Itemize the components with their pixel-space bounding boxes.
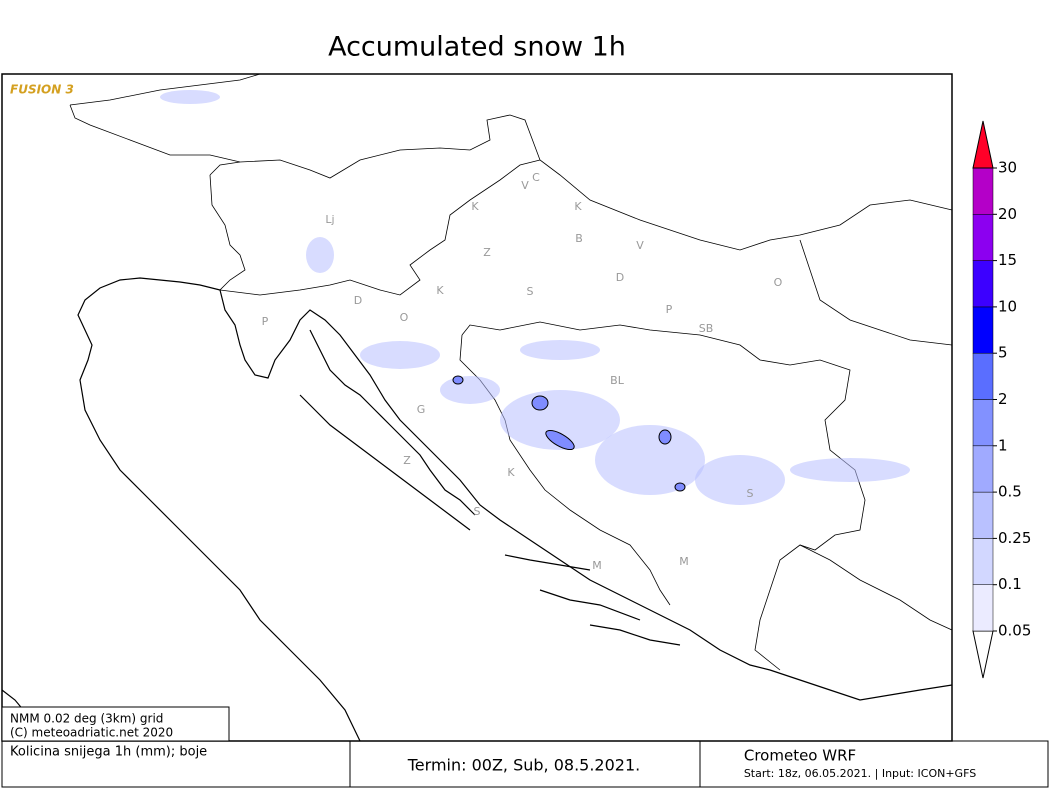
place-label: V xyxy=(636,239,644,252)
colorbar-over xyxy=(972,120,994,169)
place-label: Z xyxy=(403,454,411,467)
place-label: B xyxy=(575,232,583,245)
colorbar-label: 30 xyxy=(998,159,1017,177)
colorbar-label: 15 xyxy=(998,251,1017,269)
place-label: O xyxy=(400,311,409,324)
colorbar-segment xyxy=(972,167,994,215)
place-label: G xyxy=(417,403,426,416)
place-label: BL xyxy=(610,374,625,387)
colorbar-segment xyxy=(972,491,994,539)
run-info: Start: 18z, 06.05.2021. | Input: ICON+GF… xyxy=(744,767,976,780)
place-label: M xyxy=(592,559,602,572)
copyright: (C) meteoadriatic.net 2020 xyxy=(10,726,173,740)
place-label: S xyxy=(527,285,534,298)
title: Accumulated snow 1h xyxy=(328,32,626,63)
place-label: K xyxy=(507,466,515,479)
colorbar-segment xyxy=(972,214,994,261)
termin: Termin: 00Z, Sub, 08.5.2021. xyxy=(407,756,640,775)
colorbar-segment xyxy=(972,399,994,447)
colorbar-label: 20 xyxy=(998,205,1017,223)
grid-info: NMM 0.02 deg (3km) grid xyxy=(10,712,163,726)
model: Crometeo WRF xyxy=(744,747,856,765)
map-frame xyxy=(1,73,953,742)
place-label: K xyxy=(471,200,479,213)
colorbar-segment xyxy=(972,306,994,354)
map xyxy=(1,73,953,742)
colorbar-label: 0.1 xyxy=(998,575,1022,593)
colorbar-label: 0.5 xyxy=(998,483,1022,501)
place-label: P xyxy=(666,303,673,316)
place-label: Lj xyxy=(325,213,334,226)
colorbar: 0.05 0.1 0.25 0.5 1 2 5 10 15 20 30 xyxy=(972,120,1031,679)
colorbar-label: 1 xyxy=(998,436,1008,454)
colorbar-segment xyxy=(972,260,994,308)
variable: Kolicina snijega 1h (mm); boje xyxy=(10,745,207,760)
place-label: Z xyxy=(483,246,491,259)
colorbar-segment xyxy=(972,584,994,632)
colorbar-label: 2 xyxy=(998,390,1008,408)
logo: FUSION 3 xyxy=(10,83,74,97)
place-label: D xyxy=(354,294,362,307)
place-label: S xyxy=(747,487,754,500)
place-label: P xyxy=(262,315,269,328)
place-label: SB xyxy=(699,322,714,335)
place-label: C xyxy=(532,171,540,184)
colorbar-segment xyxy=(972,445,994,493)
place-label: K xyxy=(574,200,582,213)
place-label: V xyxy=(521,179,529,192)
colorbar-segment xyxy=(972,352,994,400)
place-label: D xyxy=(616,271,624,284)
place-label: S xyxy=(474,505,481,518)
place-label: K xyxy=(436,284,444,297)
colorbar-under xyxy=(972,630,994,679)
colorbar-label: 5 xyxy=(998,344,1008,362)
colorbar-label: 10 xyxy=(998,297,1017,315)
place-label: M xyxy=(679,555,689,568)
footer xyxy=(1,740,1049,788)
colorbar-label: 0.05 xyxy=(998,622,1031,640)
place-label: O xyxy=(774,276,783,289)
colorbar-segment xyxy=(972,538,994,585)
colorbar-label: 0.25 xyxy=(998,529,1031,547)
